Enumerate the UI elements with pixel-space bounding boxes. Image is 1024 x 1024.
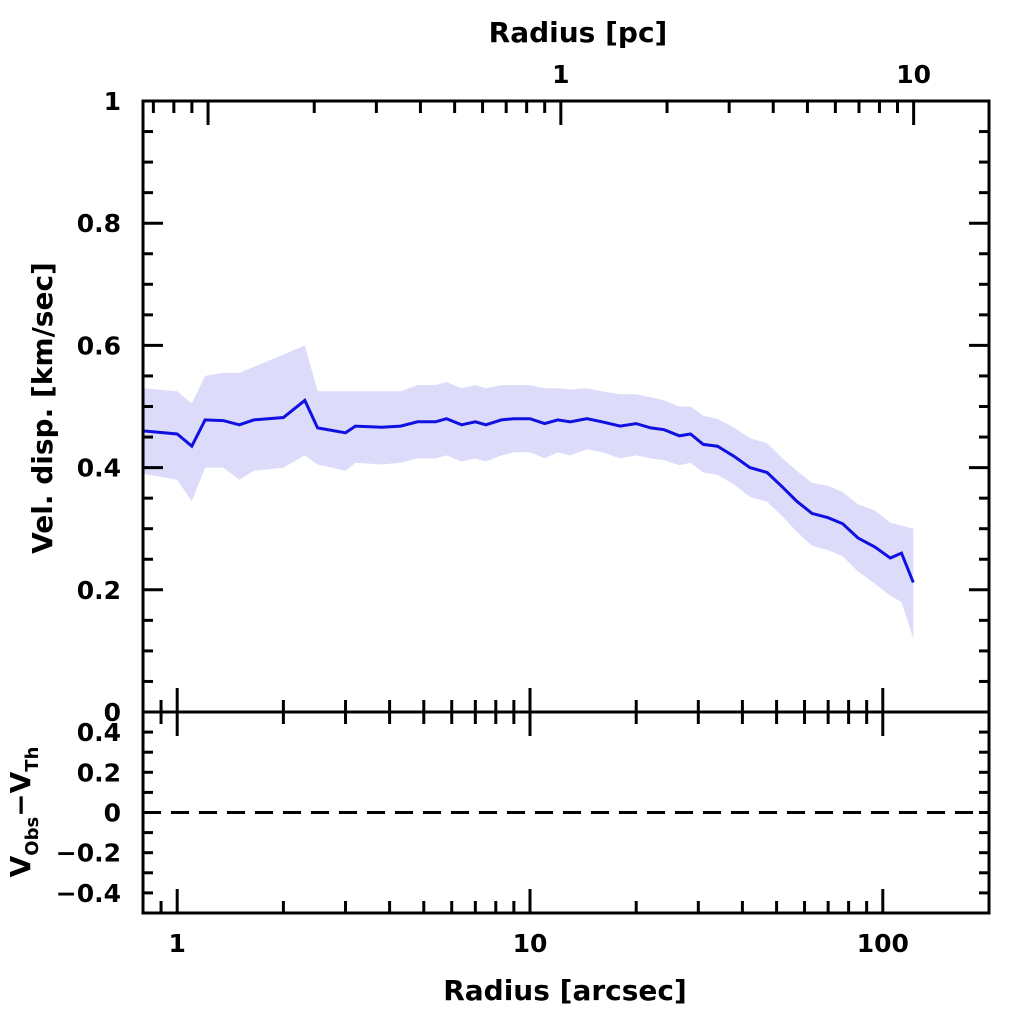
residual-panel: −0.4 −0.2 0 0.2 0.4 <box>56 710 991 915</box>
main-y-axis-title: Vel. disp. [km/sec] <box>26 262 59 554</box>
residual-ylabel-v: V <box>4 855 37 877</box>
top-x-tick-labels: 1 10 <box>552 60 931 89</box>
bottom-x-tick-label: 10 <box>513 929 548 958</box>
main-y-tick-label: 0.2 <box>77 576 121 605</box>
bottom-x-tick-label: 1 <box>168 929 185 958</box>
top-x-tick-label: 1 <box>552 60 569 89</box>
bottom-x-tick-label: 100 <box>857 929 909 958</box>
velocity-dispersion-line <box>142 398 915 584</box>
residual-y-axis-title: VObs−VTh <box>4 747 43 878</box>
main-y-tick-label: 0.8 <box>77 209 121 238</box>
main-y-tick-label: 0 <box>104 698 121 727</box>
main-y-tick-label: 1 <box>104 87 121 116</box>
bottom-axis-title: Radius [arcsec] <box>443 974 687 1007</box>
residual-ylabel-minus-v: −V <box>4 771 37 816</box>
residual-y-tick-label: 0.2 <box>77 758 121 787</box>
residual-y-tick-label: 0 <box>104 799 121 828</box>
residual-ylabel-th: Th <box>22 747 43 772</box>
top-axis-ticks <box>151 101 916 125</box>
residual-y-tick-label: −0.4 <box>56 879 121 908</box>
uncertainty-band <box>143 345 914 639</box>
residual-ylabel-obs: Obs <box>22 817 43 856</box>
main-y-tick-labels: 0 0.2 0.4 0.6 0.8 1 <box>77 87 121 727</box>
residual-panel-ticks <box>141 710 991 915</box>
residual-y-tick-label: −0.2 <box>56 839 121 868</box>
main-y-tick-label: 0.6 <box>77 331 121 360</box>
main-panel-ticks <box>141 99 991 714</box>
main-y-tick-label: 0.4 <box>77 454 121 483</box>
residual-y-tick-label: 0.4 <box>77 718 121 747</box>
top-x-tick-label: 10 <box>896 60 931 89</box>
residual-y-tick-labels: −0.4 −0.2 0 0.2 0.4 <box>56 718 121 908</box>
top-axis-title: Radius [pc] <box>489 16 668 49</box>
bottom-x-tick-labels: 1 10 100 <box>168 929 908 958</box>
